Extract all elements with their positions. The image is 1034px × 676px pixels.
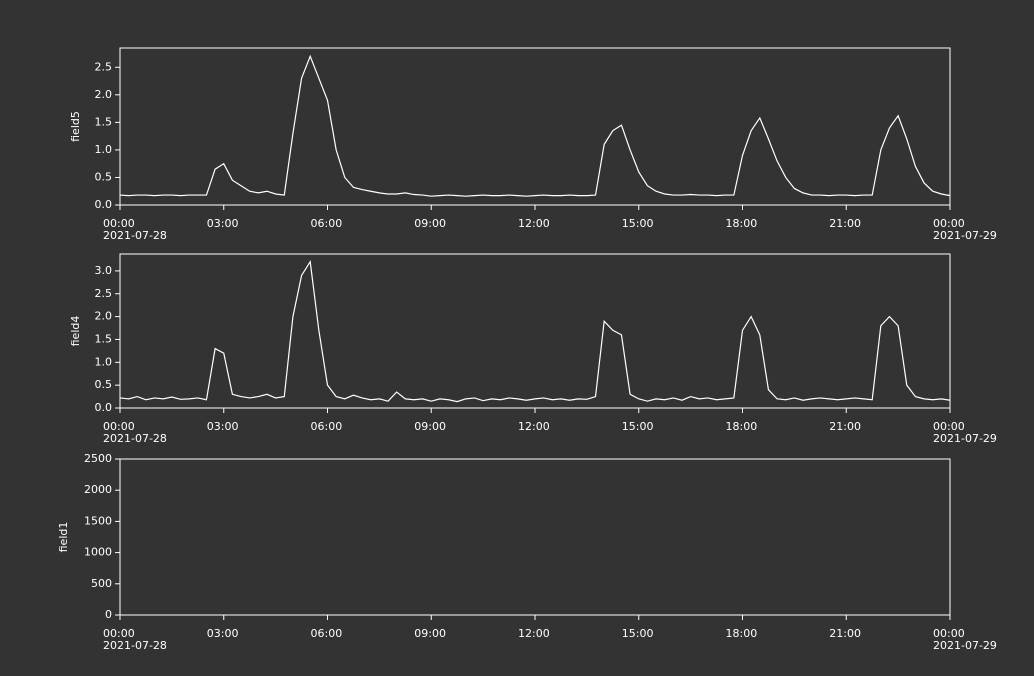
x-tick-label: 06:00 — [310, 627, 343, 640]
x-tick-label: 03:00 — [206, 420, 239, 433]
y-tick-label: 0 — [105, 608, 112, 621]
x-tick-label: 18:00 — [725, 420, 758, 433]
x-tick-label: 06:00 — [310, 217, 343, 230]
x-tick-label: 21:00 — [829, 420, 861, 433]
y-axis-label: field5 — [69, 111, 82, 142]
x-tick-label: 18:00 — [725, 217, 758, 230]
x-tick-label: 12:00 — [518, 627, 550, 640]
x-tick-label: 00:00 2021-07-29 — [933, 217, 997, 242]
x-tick-label: 21:00 — [829, 627, 861, 640]
x-tick-label: 00:00 2021-07-29 — [933, 420, 997, 445]
x-tick-label: 21:00 — [829, 217, 861, 230]
y-tick-label: 0.5 — [95, 170, 113, 183]
y-tick-label: 2.5 — [95, 287, 113, 300]
x-tick-label: 18:00 — [725, 627, 758, 640]
y-axis-label: field4 — [69, 316, 82, 347]
x-tick-label: 03:00 — [206, 217, 239, 230]
y-tick-label: 0.5 — [95, 378, 113, 391]
y-tick-label: 2500 — [84, 452, 112, 465]
x-tick-label: 15:00 — [621, 420, 654, 433]
data-line — [119, 260, 951, 403]
y-tick-label: 0.0 — [95, 401, 113, 414]
y-tick-label: 0.0 — [95, 198, 113, 211]
plot-frame — [119, 458, 951, 616]
y-tick-label: 1500 — [84, 514, 112, 527]
data-line — [119, 54, 951, 197]
x-tick-label: 00:00 2021-07-28 — [103, 217, 167, 242]
y-tick-label: 3.0 — [95, 264, 113, 277]
y-tick-label: 2.0 — [95, 88, 113, 101]
y-tick-label: 1.5 — [95, 332, 113, 345]
plot-frame — [119, 47, 951, 206]
y-tick-label: 2.5 — [95, 60, 113, 73]
x-tick-label: 15:00 — [621, 627, 654, 640]
y-tick-label: 1.0 — [95, 143, 113, 156]
y-tick-label: 2000 — [84, 483, 112, 496]
y-tick-label: 1.0 — [95, 355, 113, 368]
x-tick-label: 00:00 2021-07-29 — [933, 627, 997, 652]
x-tick-label: 09:00 — [414, 627, 446, 640]
y-tick-label: 1.5 — [95, 115, 113, 128]
y-tick-label: 2.0 — [95, 310, 113, 323]
x-tick-label: 09:00 — [414, 217, 446, 230]
x-tick-label: 15:00 — [621, 217, 654, 230]
y-axis-label: field1 — [57, 522, 70, 553]
y-tick-label: 500 — [91, 577, 112, 590]
plot-frame — [119, 253, 951, 409]
x-tick-label: 03:00 — [206, 627, 239, 640]
x-tick-label: 00:00 2021-07-28 — [103, 627, 167, 652]
x-tick-label: 00:00 2021-07-28 — [103, 420, 167, 445]
y-tick-label: 1000 — [84, 546, 112, 559]
x-tick-label: 09:00 — [414, 420, 446, 433]
x-tick-label: 06:00 — [310, 420, 343, 433]
x-tick-label: 12:00 — [518, 420, 550, 433]
x-tick-label: 12:00 — [518, 217, 550, 230]
